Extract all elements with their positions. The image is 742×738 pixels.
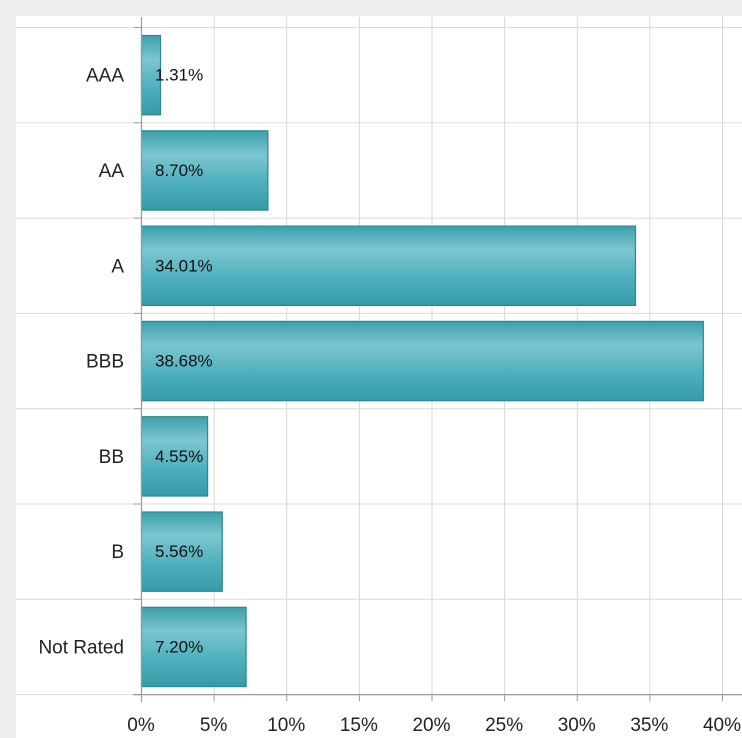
data-label: 4.55%	[155, 447, 203, 466]
x-tick-label: 15%	[340, 715, 378, 736]
data-label: 8.70%	[155, 161, 203, 180]
axes	[133, 17, 742, 703]
x-tick-label: 30%	[558, 715, 596, 736]
x-tick-label: 5%	[200, 715, 228, 736]
data-label: 38.68%	[155, 352, 213, 371]
category-label: BBB	[86, 352, 124, 373]
data-label: 1.31%	[155, 66, 203, 85]
labels: 0% 5% 10% 15% 20% 25% 30% 35% 40% AAA 1.31% AA 8.70%…	[38, 66, 741, 736]
x-tick-label: 10%	[267, 715, 305, 736]
category-label: A	[111, 256, 124, 277]
bar	[140, 606, 247, 688]
x-tick-label: 0%	[127, 715, 155, 736]
data-label: 7.20%	[155, 637, 203, 656]
bar	[140, 225, 637, 307]
data-label: 5.56%	[155, 542, 203, 561]
bar	[140, 320, 704, 402]
data-label: 34.01%	[155, 256, 213, 275]
x-tick-label: 35%	[630, 715, 668, 736]
bars	[140, 34, 704, 688]
category-label: BB	[99, 447, 124, 468]
x-tick-label: 20%	[412, 715, 450, 736]
category-label: B	[111, 542, 124, 563]
x-tick-label: 25%	[485, 715, 523, 736]
category-label: AAA	[86, 66, 124, 87]
category-label: Not Rated	[38, 637, 124, 658]
x-tick-label: 40%	[703, 715, 741, 736]
grid-lines	[16, 17, 742, 696]
category-label: AA	[99, 161, 125, 182]
